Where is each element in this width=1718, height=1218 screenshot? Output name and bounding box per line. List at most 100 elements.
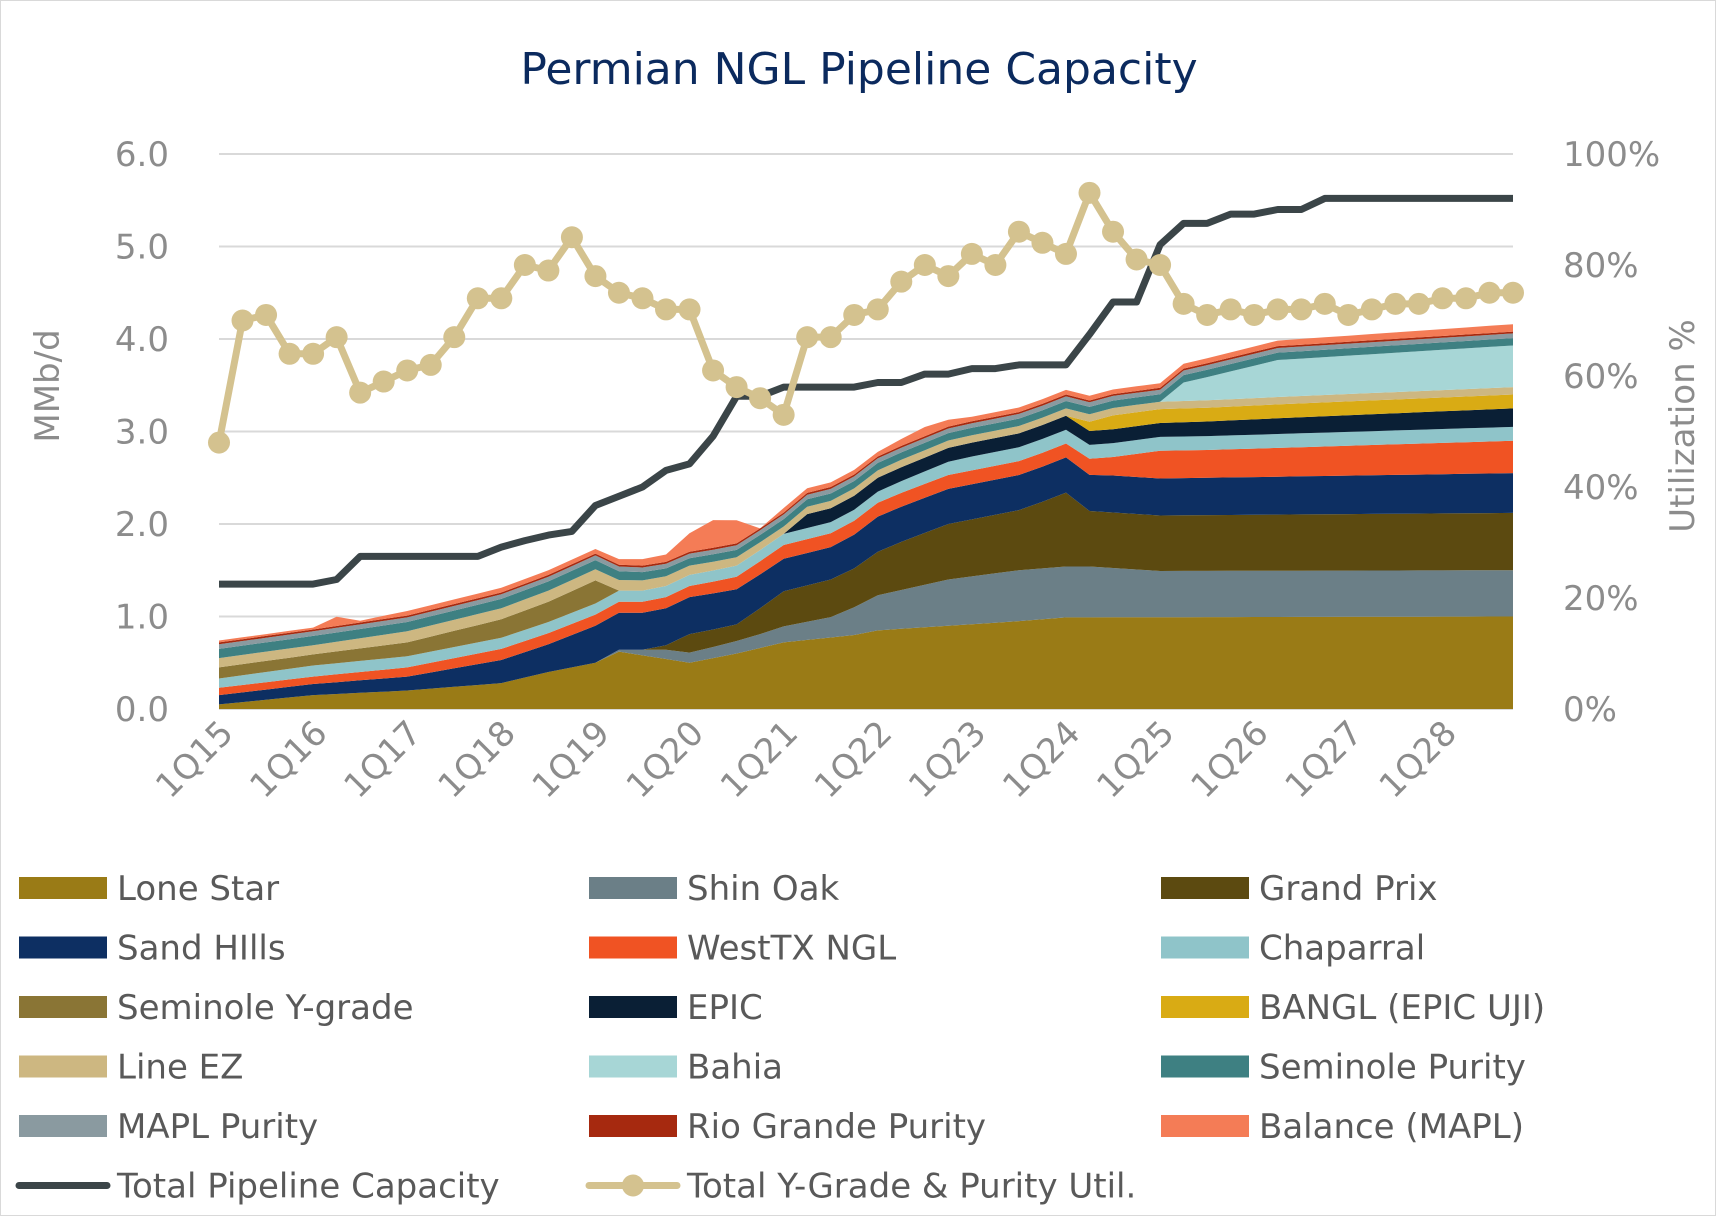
legend-swatch [589,996,677,1018]
util-point [372,370,395,393]
util-point [960,242,983,265]
y2-tick-label: 60% [1563,357,1639,397]
legend-label: Grand Prix [1259,869,1438,909]
legend-item: Balance (MAPL) [1161,1107,1524,1147]
legend-swatch [19,877,107,899]
legend-item: Total Pipeline Capacity [15,1167,500,1207]
util-point [302,342,325,365]
util-point [443,326,466,349]
area-grand-prix [219,492,1513,705]
util-point [419,353,442,376]
legend-label: Total Pipeline Capacity [116,1167,500,1207]
util-point [772,403,795,426]
legend-label: Balance (MAPL) [1259,1107,1524,1147]
legend-label: MAPL Purity [117,1107,318,1147]
util-point [890,270,913,293]
util-point [866,298,889,321]
util-point [490,287,513,310]
legend-item: WestTX NGL [589,929,896,969]
legend-swatch [589,936,677,959]
util-point [843,303,866,326]
legend-swatch [589,1115,677,1137]
util-point [1243,303,1266,326]
util-point [1172,292,1195,315]
util-point [396,359,419,382]
y2-tick-label: 80% [1563,246,1639,286]
x-tick-label: 1Q25 [1089,713,1182,806]
y-axis-label: MMb/d [28,329,68,442]
legend-swatch [19,996,107,1018]
stacked-areas [219,324,1513,709]
legend-item: Bahia [589,1048,783,1088]
legend-label: Rio Grande Purity [687,1107,986,1147]
area-lone-star [219,616,1513,709]
legend-item: BANGL (EPIC UJI) [1161,988,1545,1028]
area-bahia [219,345,1513,659]
legend-swatch [1161,877,1249,899]
legend-item: Line EZ [19,1048,243,1088]
y-tick-label: 0.0 [115,690,169,730]
legend-swatch [1161,996,1249,1018]
y-tick-label: 4.0 [115,320,169,360]
legend-marker [622,1174,644,1197]
util-point [1102,220,1125,243]
util-point [513,254,536,276]
legend-label: Shin Oak [687,869,840,909]
legend-label: Sand HIlls [117,929,286,969]
line-total-pipeline-capacity [219,194,1513,588]
x-tick-label: 1Q24 [995,713,1088,806]
legend-item: Grand Prix [1161,869,1438,909]
util-point [1431,287,1454,310]
legend-swatch [19,1055,107,1078]
y-tick-label: 1.0 [115,598,169,638]
legend-item: Sand HIlls [19,929,286,969]
x-tick-label: 1Q19 [525,713,618,806]
area-line-ez [219,387,1513,668]
util-point [255,303,278,326]
util-point [208,431,230,454]
util-point [1407,292,1430,315]
util-point [819,326,842,349]
util-point [796,326,819,349]
area-sand-hills [219,457,1513,705]
util-point [1196,303,1219,326]
legend-item: EPIC [589,988,763,1028]
util-point [1007,220,1030,243]
util-point [937,265,960,288]
legend-label: Bahia [687,1048,783,1088]
chart-title: Permian NGL Pipeline Capacity [520,44,1197,95]
legend-swatch [589,877,677,899]
util-point [1290,298,1313,321]
legend-item: Lone Star [19,869,279,909]
x-tick-label: 1Q18 [431,713,524,806]
util-point [749,387,772,410]
y2-tick-label: 100% [1563,135,1660,175]
x-tick-label: 1Q27 [1278,713,1371,806]
y2-tick-label: 40% [1563,468,1639,508]
x-tick-label: 1Q17 [336,713,429,806]
util-point [349,381,372,404]
x-tick-label: 1Q20 [619,713,712,806]
legend-label: Seminole Purity [1259,1048,1526,1088]
x-tick-label: 1Q26 [1183,713,1276,806]
y2-tick-label: 20% [1563,579,1639,619]
x-tick-label: 1Q28 [1372,713,1465,806]
line-series [208,181,1524,588]
legend-item: Chaparral [1161,929,1425,969]
y-tick-label: 2.0 [115,505,169,545]
x-tick-label: 1Q23 [901,713,994,806]
legend-swatch [1161,1115,1249,1137]
y-tick-label: 6.0 [115,135,169,175]
area-westtx-ngl [219,440,1513,696]
legend-label: Seminole Y-grade [117,988,414,1028]
x-tick-label: 1Q16 [242,713,335,806]
y2-axis-label: Utilization % [1663,319,1703,532]
util-point [325,326,348,349]
legend: Lone Star Shin Oak Grand Prix Sand HIlls Wes… [15,869,1545,1207]
legend-swatch [19,1115,107,1137]
util-point [278,342,301,365]
legend-swatch [589,1055,677,1078]
util-point [725,376,748,399]
